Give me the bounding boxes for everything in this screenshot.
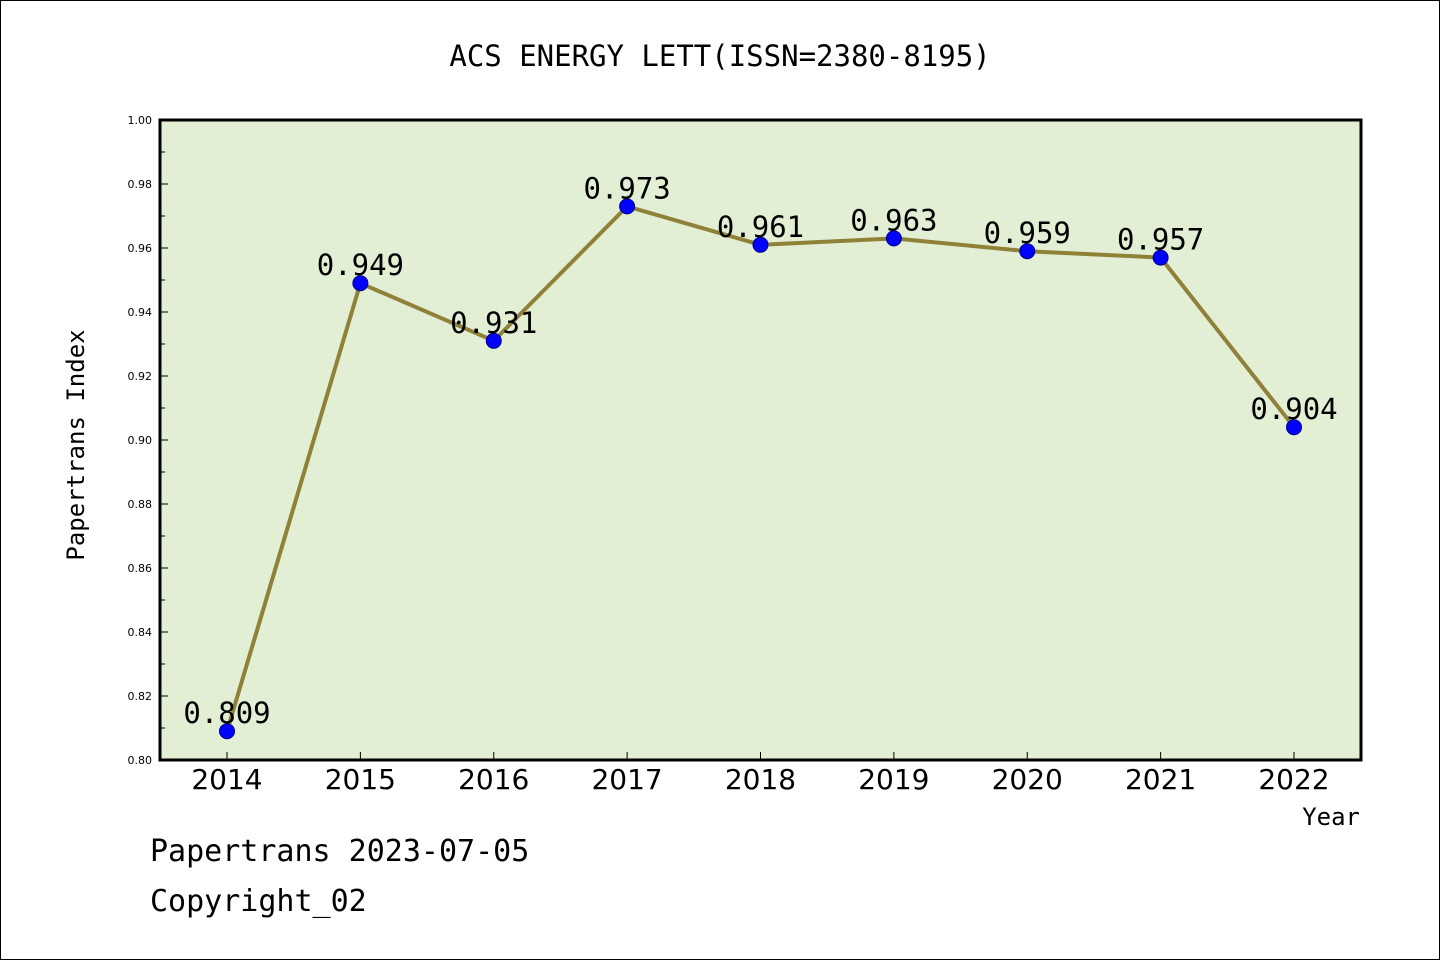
data-label: 0.963	[850, 203, 937, 237]
footer-copyright: Copyright_02	[150, 884, 367, 919]
y-tick-label: 0.88	[128, 498, 153, 511]
y-tick-label: 0.80	[128, 754, 153, 767]
x-tick-label: 2020	[992, 763, 1063, 796]
footer-stamp: Papertrans 2023-07-05	[150, 834, 530, 869]
y-tick-label: 0.98	[128, 178, 153, 191]
x-tick-label: 2021	[1125, 763, 1196, 796]
x-axis: 2014 2015 2016 2017 2018 2019 2020 2021 2022	[191, 752, 1330, 796]
data-point	[219, 723, 235, 740]
x-tick-label: 2017	[591, 763, 662, 796]
data-point	[752, 236, 769, 253]
data-point	[1286, 419, 1302, 436]
x-tick-label: 2022	[1258, 763, 1329, 796]
data-label: 0.961	[717, 210, 804, 244]
data-point	[885, 230, 902, 247]
x-axis-label: Year	[1302, 803, 1360, 831]
data-label: 0.957	[1117, 223, 1204, 257]
data-point	[485, 332, 502, 349]
data-point	[352, 275, 369, 292]
y-axis: 0.80 0.82 0.84 0.86 0.88 0.90 0.92 0.94 0.96 0.98…	[128, 114, 168, 767]
data-label: 0.904	[1250, 392, 1337, 426]
x-tick-label: 2018	[725, 763, 796, 796]
data-label: 0.959	[984, 216, 1071, 250]
data-point	[1152, 249, 1169, 266]
y-tick-label: 0.84	[128, 626, 153, 639]
y-tick-label: 0.86	[128, 562, 153, 575]
y-tick-label: 0.92	[128, 370, 153, 383]
data-label: 0.809	[183, 696, 270, 730]
y-tick-label: 1.00	[128, 114, 153, 127]
y-axis-label: Papertrans Index	[62, 329, 90, 560]
data-label: 0.949	[317, 248, 404, 282]
x-tick-label: 2014	[191, 763, 262, 796]
data-point	[619, 198, 636, 215]
chart-title: ACS ENERGY LETT(ISSN=2380-8195)	[449, 39, 990, 73]
plot-area	[158, 118, 1363, 762]
data-label: 0.973	[583, 171, 670, 205]
data-point	[1019, 243, 1036, 260]
y-tick-label: 0.90	[128, 434, 153, 447]
y-tick-label: 0.82	[128, 690, 153, 703]
y-tick-label: 0.94	[128, 306, 153, 319]
y-tick-label: 0.96	[128, 242, 153, 255]
data-label: 0.931	[450, 306, 537, 340]
x-tick-label: 2019	[858, 763, 929, 796]
x-tick-label: 2016	[458, 763, 529, 796]
series-layer: 0.809 0.949 0.931 0.973 0.961 0.963 0.959 0.957…	[183, 171, 1338, 740]
x-tick-label: 2015	[325, 763, 396, 796]
